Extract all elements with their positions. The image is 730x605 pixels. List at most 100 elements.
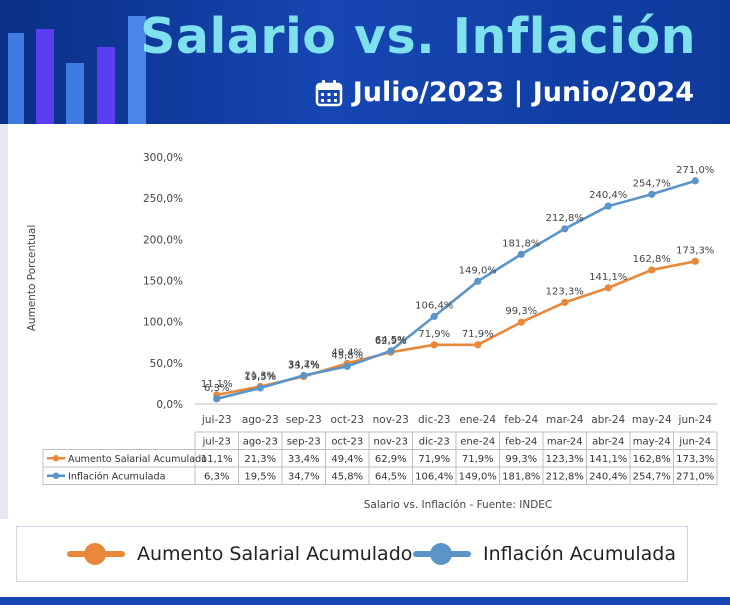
- data-point: [517, 250, 525, 258]
- table-cell: 181,8%: [502, 472, 540, 483]
- table-header-cell: ago-23: [243, 437, 278, 448]
- table-cell: 64,5%: [375, 472, 407, 483]
- x-tick-label: mar-24: [546, 414, 584, 426]
- y-tick-label: 50,0%: [150, 358, 183, 370]
- data-point: [213, 395, 221, 403]
- table-header-cell: sep-23: [287, 437, 321, 448]
- legend-label: Inflación Acumulada: [483, 543, 677, 565]
- table-legend-marker: [52, 472, 60, 479]
- table-cell: 271,0%: [676, 472, 714, 483]
- data-label: 240,4%: [589, 190, 627, 201]
- table-series-name: Inflación Acumulada: [68, 471, 165, 483]
- table-header-cell: abr-24: [592, 437, 624, 448]
- data-label: 106,4%: [415, 300, 453, 311]
- table-series-name: Aumento Salarial Acumulado: [68, 454, 207, 465]
- data-label: 11,1%: [201, 379, 233, 390]
- x-tick-label: dic-23: [418, 414, 451, 426]
- data-label: 99,3%: [505, 306, 537, 317]
- calendar-icon: [315, 80, 342, 107]
- data-label: 45,8%: [331, 350, 363, 361]
- data-label: 19,5%: [244, 372, 276, 383]
- table-cell: 19,5%: [244, 472, 276, 483]
- table-cell: 33,4%: [288, 454, 320, 465]
- data-label: 6,3%: [204, 383, 229, 394]
- table-header-cell: jun-24: [678, 437, 711, 448]
- period-label-row: Julio/2023 | Junio/2024: [315, 74, 694, 112]
- data-label: 33,4%: [288, 361, 320, 372]
- data-label: 181,8%: [502, 238, 540, 249]
- table-cell: 254,7%: [633, 472, 671, 483]
- y-tick-label: 0,0%: [156, 399, 183, 411]
- data-point: [343, 362, 351, 370]
- data-label: 21,3%: [244, 370, 276, 381]
- x-tick-label: ago-23: [242, 414, 279, 426]
- table-header-cell: jul-23: [202, 437, 231, 448]
- y-axis-title: Aumento Porcentual: [26, 225, 38, 332]
- y-tick-label: 100,0%: [143, 317, 183, 329]
- data-label: 212,8%: [546, 213, 584, 224]
- data-point: [691, 177, 699, 185]
- legend-line: [413, 543, 471, 565]
- x-tick-label: may-24: [632, 414, 672, 426]
- table-cell: 21,3%: [244, 454, 276, 465]
- y-tick-label: 200,0%: [143, 234, 183, 246]
- side-strip: [0, 124, 8, 519]
- table-cell: 45,8%: [331, 472, 363, 483]
- decorative-bar: [66, 63, 84, 124]
- header-banner: Salario vs. Inflación Julio/2023 | Junio…: [0, 0, 730, 124]
- page-title: Salario vs. Inflación: [140, 8, 696, 65]
- table-header-cell: feb-24: [505, 437, 537, 448]
- data-point: [561, 298, 569, 307]
- table-cell: 149,0%: [459, 472, 497, 483]
- series-line: [216, 179, 696, 401]
- table-cell: 106,4%: [415, 472, 453, 483]
- table-cell: 141,1%: [589, 454, 627, 465]
- table-header-cell: dic-23: [419, 437, 450, 448]
- data-point: [474, 277, 482, 285]
- legend-marker: [430, 543, 452, 565]
- table-cell: 6,3%: [204, 472, 229, 483]
- table-header-cell: ene-24: [460, 437, 495, 448]
- table-cell: 173,3%: [676, 454, 714, 465]
- data-point: [691, 257, 699, 265]
- table-cell: 34,7%: [288, 472, 320, 483]
- table-cell: 62,9%: [375, 454, 407, 465]
- legend-marker: [84, 543, 106, 565]
- decorative-bar: [128, 16, 146, 124]
- data-point: [430, 341, 438, 349]
- data-point: [648, 266, 656, 274]
- table-cell: 162,8%: [633, 454, 671, 465]
- y-tick-label: 300,0%: [143, 152, 183, 164]
- x-tick-label: abr-24: [591, 414, 625, 426]
- data-label: 173,3%: [676, 245, 714, 256]
- table-cell: 240,4%: [589, 472, 627, 483]
- table-header-cell: nov-23: [374, 437, 408, 448]
- data-label: 49,4%: [331, 347, 363, 358]
- table-header-cell: may-24: [633, 437, 671, 448]
- legend-line: [67, 543, 125, 565]
- data-point: [474, 341, 482, 349]
- line-chart: 0,0% 50,0% 100,0% 150,0% 200,0% 250,0% 300,0% j…: [26, 152, 718, 511]
- table-cell: 212,8%: [546, 472, 584, 483]
- data-label: 34,7%: [288, 359, 320, 370]
- data-label: 64,5%: [375, 335, 407, 346]
- data-label: 271,0%: [676, 165, 714, 176]
- period-label: Julio/2023 | Junio/2024: [352, 77, 694, 108]
- data-point: [387, 347, 395, 355]
- table-cell: 71,9%: [462, 454, 494, 465]
- data-label: 123,3%: [546, 286, 584, 297]
- table-cell: 123,3%: [546, 454, 584, 465]
- decorative-bar: [97, 47, 115, 124]
- legend-item-inflacion: Inflación Acumulada: [413, 527, 676, 581]
- data-label: 71,9%: [418, 329, 450, 340]
- data-point: [256, 384, 264, 392]
- decorative-bar: [36, 29, 54, 124]
- legend-label: Aumento Salarial Acumulado: [137, 543, 413, 565]
- x-tick-label: jul-23: [201, 414, 232, 426]
- data-point: [604, 202, 612, 210]
- table-legend-marker: [52, 455, 60, 462]
- chart-legend: Aumento Salarial Acumulado Inflación Acu…: [16, 526, 688, 582]
- decorative-bar: [8, 33, 24, 124]
- table-header-cell: mar-24: [547, 437, 583, 448]
- x-tick-label: ene-24: [459, 414, 496, 426]
